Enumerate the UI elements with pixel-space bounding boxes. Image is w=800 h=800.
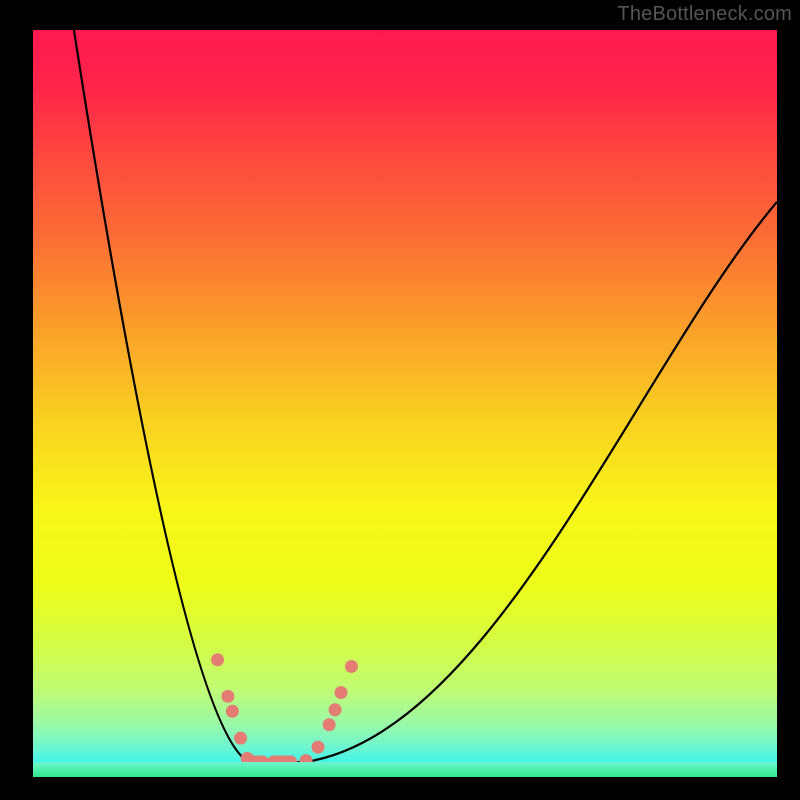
marker-dot xyxy=(226,705,239,718)
bottleneck-curve xyxy=(74,30,777,762)
marker-dot xyxy=(234,732,247,745)
watermark-text: TheBottleneck.com xyxy=(617,3,792,26)
plot-area xyxy=(33,30,777,777)
marker-dot xyxy=(221,690,234,703)
chart-frame: TheBottleneck.com xyxy=(0,0,800,800)
marker-dot xyxy=(345,660,358,673)
marker-dot xyxy=(211,653,224,666)
green-band xyxy=(33,762,777,777)
curve-layer xyxy=(33,30,777,777)
marker-dot xyxy=(335,686,348,699)
marker-dot xyxy=(329,703,342,716)
marker-dot xyxy=(323,718,336,731)
marker-dot xyxy=(311,741,324,754)
